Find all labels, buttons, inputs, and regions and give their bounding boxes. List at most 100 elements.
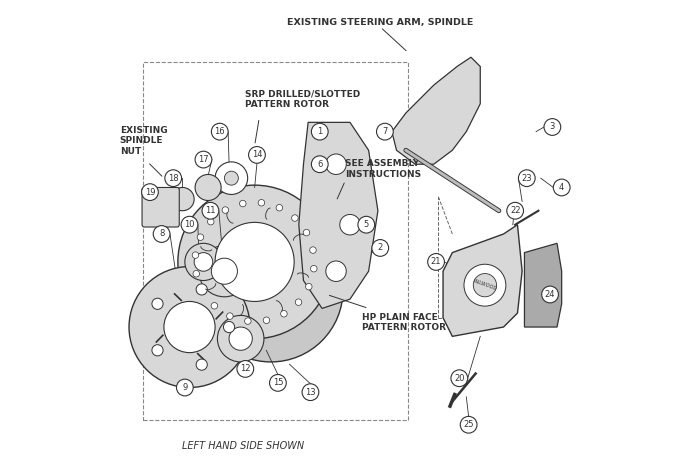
Text: 14: 14	[252, 150, 262, 160]
Circle shape	[178, 185, 331, 339]
Text: 15: 15	[272, 378, 283, 388]
Circle shape	[171, 188, 194, 211]
Circle shape	[263, 317, 270, 323]
Circle shape	[372, 240, 389, 256]
Text: 17: 17	[198, 155, 209, 164]
Text: 22: 22	[510, 206, 520, 215]
Circle shape	[164, 170, 181, 187]
Text: 23: 23	[522, 174, 532, 183]
Circle shape	[211, 123, 228, 140]
Text: 8: 8	[159, 229, 164, 239]
Circle shape	[196, 359, 207, 370]
Circle shape	[237, 360, 253, 377]
Text: 25: 25	[463, 420, 474, 429]
Circle shape	[544, 118, 561, 135]
Circle shape	[196, 284, 207, 295]
Text: 24: 24	[545, 290, 555, 299]
Circle shape	[473, 273, 496, 297]
Text: 3: 3	[550, 123, 555, 132]
Text: 11: 11	[205, 206, 216, 215]
Text: 6: 6	[317, 160, 323, 169]
Text: LEFT HAND SIDE SHOWN: LEFT HAND SIDE SHOWN	[182, 441, 304, 451]
Circle shape	[270, 374, 286, 391]
Circle shape	[194, 253, 213, 271]
Circle shape	[141, 184, 158, 200]
Text: 13: 13	[305, 388, 316, 397]
Circle shape	[326, 154, 346, 175]
Circle shape	[215, 222, 294, 301]
Circle shape	[164, 301, 215, 352]
Circle shape	[542, 286, 559, 303]
Text: EXISTING
SPINDLE
NUT: EXISTING SPINDLE NUT	[120, 126, 167, 156]
Text: 18: 18	[168, 174, 178, 183]
Circle shape	[464, 264, 506, 306]
Circle shape	[227, 313, 233, 319]
Circle shape	[229, 327, 252, 351]
Circle shape	[311, 265, 317, 272]
Text: 1: 1	[317, 127, 323, 136]
Text: 21: 21	[430, 257, 441, 266]
Circle shape	[199, 218, 343, 362]
Circle shape	[202, 202, 219, 219]
Text: 12: 12	[240, 365, 251, 373]
Text: 19: 19	[145, 188, 155, 197]
FancyBboxPatch shape	[142, 188, 179, 227]
Circle shape	[276, 205, 283, 211]
Circle shape	[193, 252, 199, 258]
Circle shape	[195, 175, 221, 200]
Circle shape	[553, 179, 570, 196]
Circle shape	[302, 384, 318, 401]
Circle shape	[248, 146, 265, 163]
Circle shape	[358, 216, 374, 233]
Circle shape	[195, 151, 212, 168]
Text: 16: 16	[214, 127, 225, 136]
Circle shape	[222, 207, 229, 213]
Text: 7: 7	[382, 127, 388, 136]
Circle shape	[239, 200, 246, 207]
Circle shape	[377, 123, 393, 140]
Text: 4: 4	[559, 183, 564, 192]
Circle shape	[258, 199, 265, 206]
Circle shape	[461, 417, 477, 433]
Polygon shape	[299, 122, 378, 308]
Text: EXISTING STEERING ARM, SPINDLE: EXISTING STEERING ARM, SPINDLE	[287, 18, 473, 27]
Circle shape	[129, 267, 250, 388]
Circle shape	[519, 170, 536, 187]
Circle shape	[225, 171, 238, 185]
Circle shape	[244, 318, 251, 324]
Circle shape	[193, 271, 199, 277]
Circle shape	[207, 219, 214, 225]
Text: WILWOOD: WILWOOD	[473, 278, 498, 292]
Circle shape	[215, 162, 248, 195]
Circle shape	[312, 156, 328, 173]
Circle shape	[292, 215, 298, 221]
Circle shape	[153, 226, 170, 242]
Circle shape	[238, 257, 304, 322]
Circle shape	[507, 202, 524, 219]
Circle shape	[451, 370, 468, 387]
Circle shape	[199, 246, 250, 297]
Polygon shape	[392, 57, 480, 164]
Text: 10: 10	[184, 220, 195, 229]
Circle shape	[211, 302, 218, 309]
Circle shape	[197, 234, 204, 241]
Circle shape	[305, 284, 312, 290]
Circle shape	[281, 310, 287, 317]
Text: 5: 5	[364, 220, 369, 229]
Bar	[143, 62, 408, 420]
Circle shape	[309, 247, 316, 253]
Circle shape	[176, 379, 193, 396]
Circle shape	[218, 315, 264, 362]
Circle shape	[152, 298, 163, 309]
Circle shape	[211, 258, 237, 284]
Circle shape	[185, 243, 222, 280]
Circle shape	[223, 322, 235, 333]
Text: 9: 9	[182, 383, 188, 392]
Text: SEE ASSEMBLY
INSTRUCTIONS: SEE ASSEMBLY INSTRUCTIONS	[345, 159, 421, 179]
Circle shape	[152, 345, 163, 356]
Circle shape	[303, 229, 309, 236]
Circle shape	[199, 288, 206, 294]
Circle shape	[326, 261, 346, 281]
Text: SRP DRILLED/SLOTTED
PATTERN ROTOR: SRP DRILLED/SLOTTED PATTERN ROTOR	[245, 89, 360, 109]
Circle shape	[340, 214, 360, 235]
